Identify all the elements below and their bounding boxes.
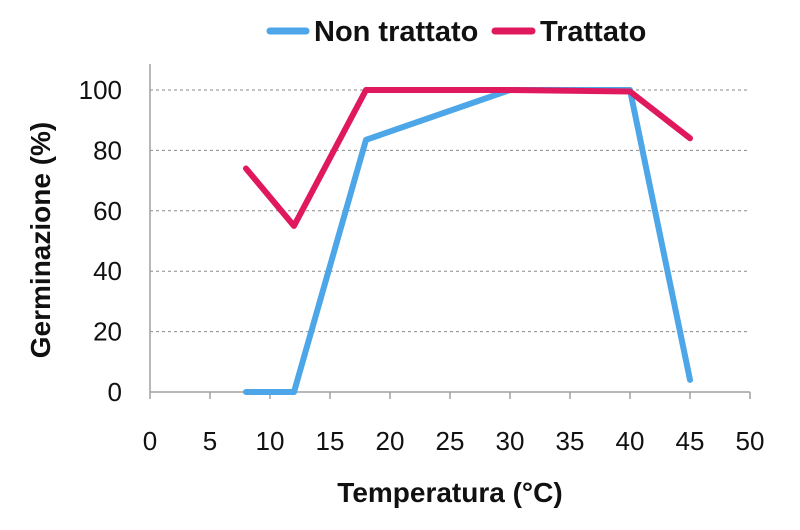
y-tick-label: 60 — [93, 196, 122, 226]
legend-label-non-trattato: Non trattato — [314, 16, 478, 48]
legend-label-trattato: Trattato — [540, 16, 646, 48]
series-line-non-trattato — [243, 87, 693, 395]
x-tick-label: 20 — [376, 426, 405, 456]
x-tick-label: 10 — [256, 426, 285, 456]
legend: Non trattato Trattato — [266, 16, 646, 48]
y-tick-label: 40 — [93, 256, 122, 286]
y-tick-label: 80 — [93, 135, 122, 165]
y-tick-label: 0 — [108, 377, 122, 407]
x-tick-label: 15 — [316, 426, 345, 456]
y-tick-label: 20 — [93, 317, 122, 347]
x-tick-label: 30 — [496, 426, 525, 456]
x-tick-label: 35 — [556, 426, 585, 456]
x-tick-label: 50 — [736, 426, 765, 456]
x-axis-title: Temperatura (°C) — [337, 477, 562, 508]
series-group — [243, 87, 693, 395]
axes: 0 20 40 60 80 100 0 5 10 15 20 25 30 35 40 45 50 — [79, 64, 765, 456]
x-tick-label: 0 — [143, 426, 157, 456]
y-tick-label: 100 — [79, 75, 122, 105]
x-tick-label: 25 — [436, 426, 465, 456]
gridlines — [150, 89, 750, 333]
series-line-trattato — [243, 87, 693, 229]
x-tick-label: 45 — [676, 426, 705, 456]
x-tick-label: 5 — [203, 426, 217, 456]
x-tick-label: 40 — [616, 426, 645, 456]
y-axis-title: Germinazione (%) — [25, 122, 56, 358]
